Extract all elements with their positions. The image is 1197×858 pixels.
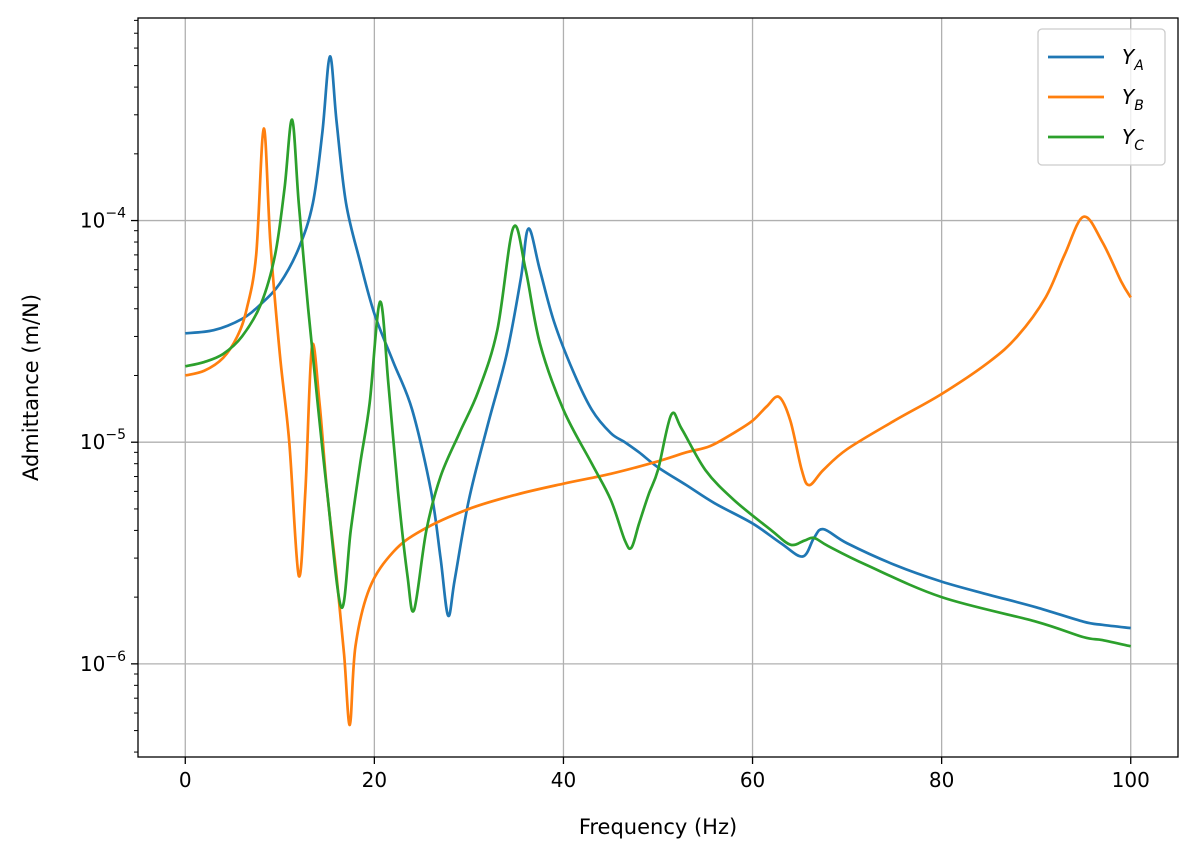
y-axis-label: Admittance (m/N) [19,294,43,481]
x-axis-label: Frequency (Hz) [579,815,737,839]
x-tick-label: 100 [1112,768,1150,792]
legend-label: YA [1122,45,1144,74]
series-line-y-c [184,118,1132,648]
series-line-y-a [185,55,1131,630]
series-lines [184,55,1132,727]
y-tick-label: 10−5 [80,427,126,454]
axis-ticks: 0 20 40 60 80 100 10−6 10−5 10−4 [80,206,1150,792]
plot-frame [137,17,1179,758]
x-tick-label: 0 [179,768,192,792]
x-tick-label: 60 [740,768,765,792]
y-tick-label: 10−4 [80,206,126,233]
legend-label: YC [1122,125,1144,154]
y-tick-label: 10−6 [80,649,126,676]
legend-label: YB [1122,85,1144,114]
x-tick-label: 20 [362,768,387,792]
legend: YA YB YC [1037,28,1166,166]
x-tick-label: 40 [551,768,576,792]
x-tick-label: 80 [929,768,954,792]
minor-ticks [134,19,138,753]
series-line-y-b [184,127,1132,727]
